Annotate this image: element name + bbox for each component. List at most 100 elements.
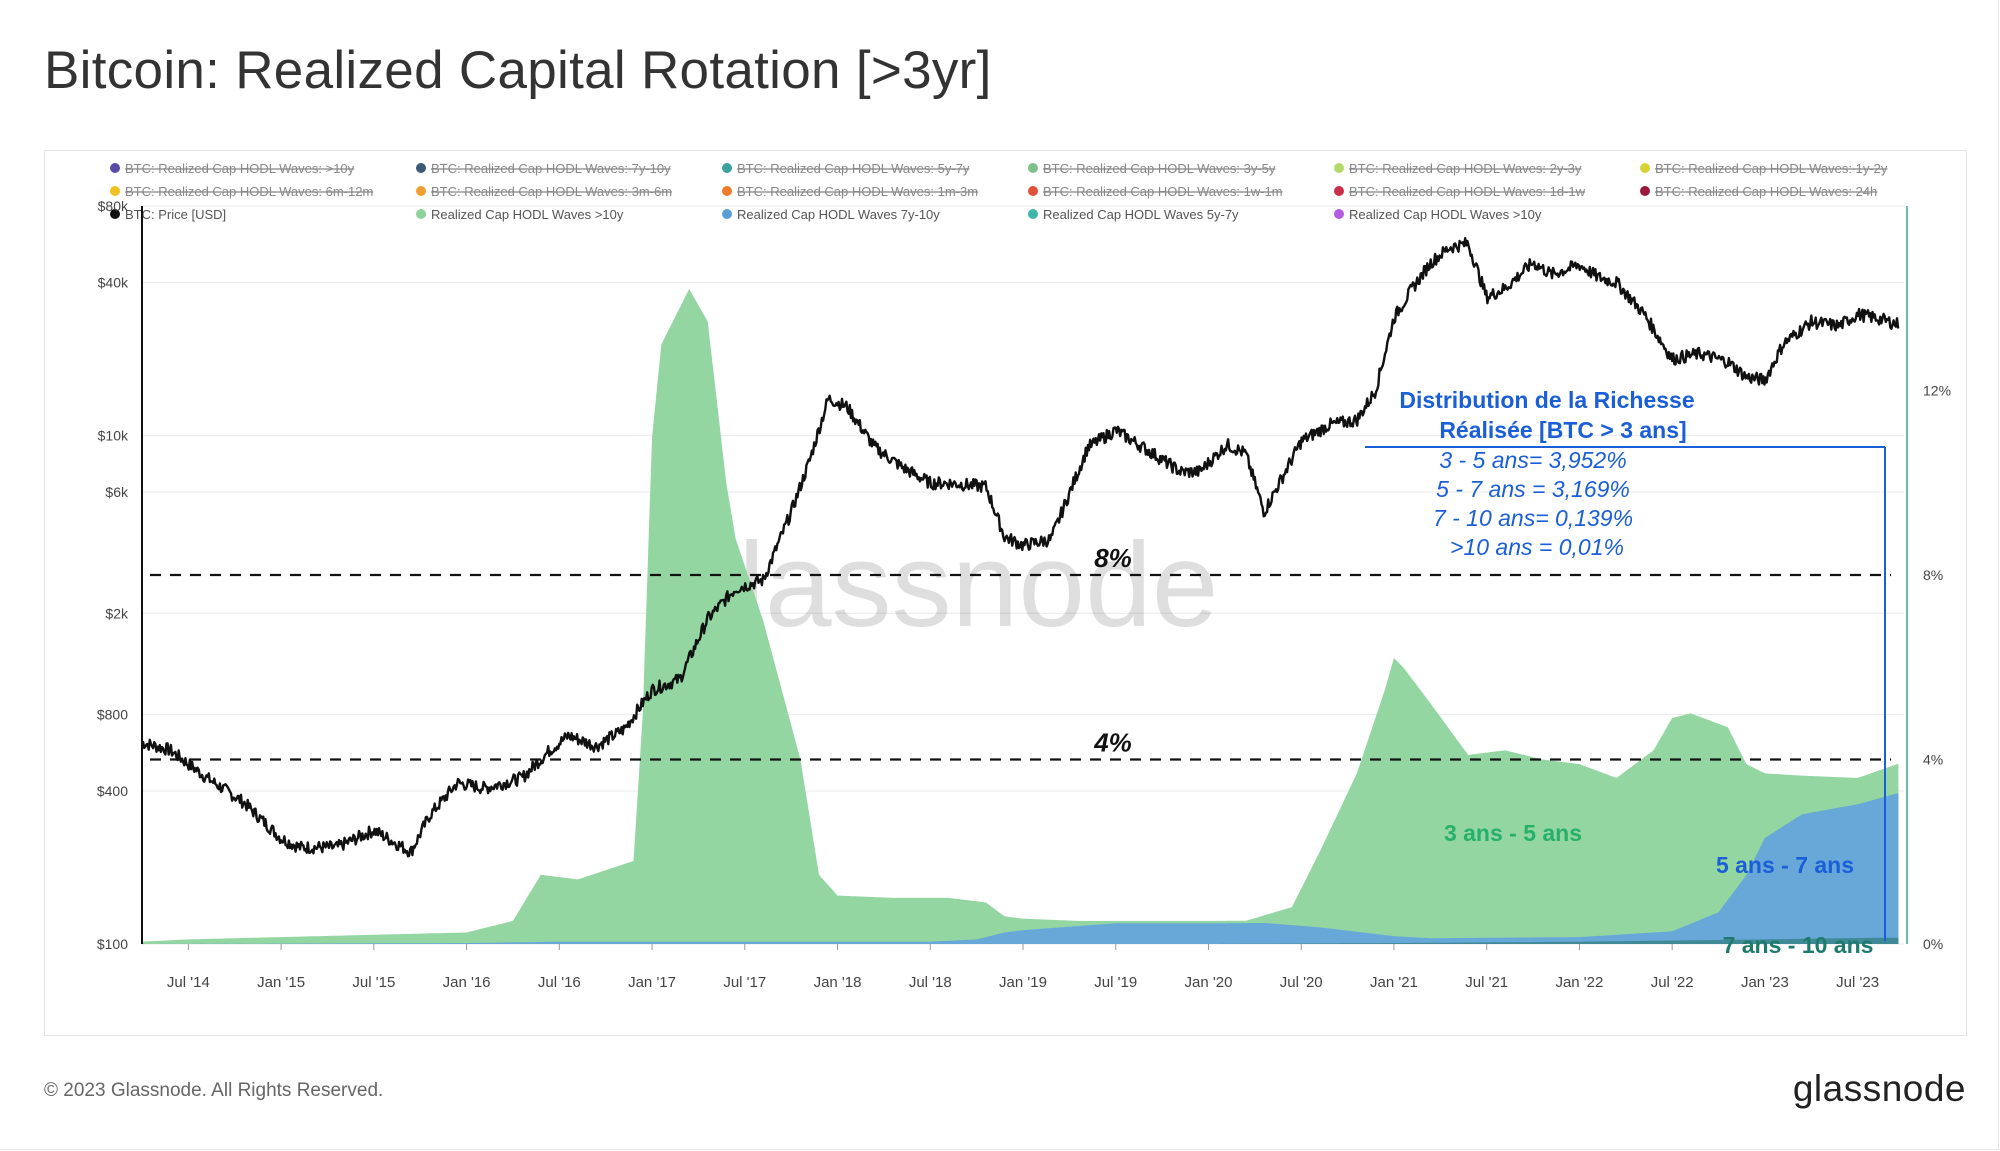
x-tick-label: Jul '15 <box>352 974 395 991</box>
legend-swatch <box>1334 209 1344 219</box>
chart-frame: BTC: Realized Cap HODL Waves: >10y BTC: R… <box>44 150 1967 1036</box>
legend-swatch <box>1028 163 1038 173</box>
left-tick-label: $6k <box>105 484 129 500</box>
legend-label: BTC: Realized Cap HODL Waves: 6m-12m <box>125 184 373 199</box>
x-tick-label: Jul '18 <box>909 974 952 991</box>
left-tick-label: $40k <box>98 275 129 291</box>
legend-item[interactable]: BTC: Realized Cap HODL Waves: 1d-1w <box>1334 184 1586 199</box>
legend-item[interactable]: BTC: Realized Cap HODL Waves: 1y-2y <box>1640 161 1888 176</box>
legend-swatch <box>416 186 426 196</box>
annotation-title-line2: Réalisée [BTC > 3 ans] <box>1439 417 1686 443</box>
footer-brand-logo: glassnode <box>1792 1068 1966 1109</box>
area-7y-10y <box>142 937 1899 944</box>
legend-label: Realized Cap HODL Waves >10y <box>431 207 624 222</box>
x-tick-label: Jan '16 <box>443 974 491 991</box>
legend-item[interactable]: BTC: Realized Cap HODL Waves: 5y-7y <box>722 161 970 176</box>
legend-swatch <box>110 209 120 219</box>
legend-swatch <box>1028 209 1038 219</box>
legend-item[interactable]: BTC: Realized Cap HODL Waves: 1w-1m <box>1028 184 1283 199</box>
chart: BTC: Realized Cap HODL Waves: >10y BTC: R… <box>97 161 1951 991</box>
ref-line-label: 8% <box>1094 543 1132 573</box>
x-tick-label: Jan '17 <box>628 974 676 991</box>
legend-item[interactable]: Realized Cap HODL Waves >10y <box>416 207 624 222</box>
legend: BTC: Realized Cap HODL Waves: >10y BTC: R… <box>110 161 1888 222</box>
legend-label: BTC: Realized Cap HODL Waves: >10y <box>125 161 355 176</box>
page-title: Bitcoin: Realized Capital Rotation [>3yr… <box>44 41 992 100</box>
x-tick-label: Jul '23 <box>1836 974 1879 991</box>
legend-swatch <box>110 186 120 196</box>
left-tick-label: $80k <box>98 198 129 214</box>
legend-swatch <box>1640 186 1650 196</box>
annotation-line: 5 - 7 ans = 3,169% <box>1436 476 1630 502</box>
x-tick-label: Jan '20 <box>1185 974 1233 991</box>
legend-label: Realized Cap HODL Waves >10y <box>1349 207 1542 222</box>
legend-swatch <box>416 209 426 219</box>
ref-line-label: 4% <box>1093 728 1132 758</box>
area-3y-5y <box>142 289 1899 944</box>
legend-label: BTC: Realized Cap HODL Waves: 24h <box>1655 184 1877 199</box>
area-labels: 3 ans - 5 ans 5 ans - 7 ans 7 ans - 10 ans <box>1444 820 1873 958</box>
legend-label: BTC: Realized Cap HODL Waves: 1d-1w <box>1349 184 1586 199</box>
x-tick-label: Jul '22 <box>1651 974 1694 991</box>
x-tick-label: Jan '18 <box>814 974 862 991</box>
legend-label: BTC: Realized Cap HODL Waves: 1w-1m <box>1043 184 1283 199</box>
legend-item[interactable]: Realized Cap HODL Waves >10y <box>1334 207 1542 222</box>
legend-item[interactable]: Realized Cap HODL Waves 7y-10y <box>722 207 940 222</box>
x-tick-label: Jan '22 <box>1555 974 1603 991</box>
price-series <box>141 237 1900 858</box>
x-tick-label: Jul '14 <box>167 974 210 991</box>
legend-label: BTC: Realized Cap HODL Waves: 1m-3m <box>737 184 978 199</box>
area-label: 7 ans - 10 ans <box>1723 932 1874 958</box>
legend-swatch <box>722 163 732 173</box>
legend-label: BTC: Price [USD] <box>125 207 226 222</box>
x-tick-label: Jul '19 <box>1094 974 1137 991</box>
areas <box>142 289 1899 944</box>
legend-item[interactable]: BTC: Realized Cap HODL Waves: 1m-3m <box>722 184 978 199</box>
axes: $80k $40k $10k $6k $2k $800 $400 $100 12% 8% 4% 0% J… <box>97 198 1951 991</box>
left-tick-label: $2k <box>105 605 129 621</box>
legend-item[interactable]: BTC: Realized Cap HODL Waves: >10y <box>110 161 355 176</box>
legend-label: BTC: Realized Cap HODL Waves: 7y-10y <box>431 161 671 176</box>
annotation-line: 3 - 5 ans= 3,952% <box>1439 447 1626 473</box>
legend-item[interactable]: BTC: Realized Cap HODL Waves: 3m-6m <box>416 184 672 199</box>
x-tick-label: Jul '21 <box>1465 974 1508 991</box>
x-tick-label: Jul '20 <box>1280 974 1323 991</box>
legend-swatch <box>1334 186 1344 196</box>
left-tick-label: $400 <box>97 783 128 799</box>
legend-swatch <box>416 163 426 173</box>
area-label: 3 ans - 5 ans <box>1444 820 1582 846</box>
legend-label: BTC: Realized Cap HODL Waves: 1y-2y <box>1655 161 1888 176</box>
legend-item[interactable]: BTC: Realized Cap HODL Waves: 3y-5y <box>1028 161 1276 176</box>
legend-item[interactable]: Realized Cap HODL Waves 5y-7y <box>1028 207 1239 222</box>
reference-lines: 8% 4% <box>150 543 1891 761</box>
legend-label: Realized Cap HODL Waves 7y-10y <box>737 207 940 222</box>
legend-label: BTC: Realized Cap HODL Waves: 2y-3y <box>1349 161 1582 176</box>
legend-item[interactable]: BTC: Price [USD] <box>110 207 226 222</box>
legend-label: BTC: Realized Cap HODL Waves: 5y-7y <box>737 161 970 176</box>
price-line <box>141 237 1900 858</box>
legend-item[interactable]: BTC: Realized Cap HODL Waves: 7y-10y <box>416 161 671 176</box>
x-tick-label: Jul '17 <box>723 974 766 991</box>
right-tick-label: 4% <box>1923 752 1943 768</box>
annotation: Distribution de la Richesse Réalisée [BTC… <box>1365 387 1886 941</box>
legend-label: Realized Cap HODL Waves 5y-7y <box>1043 207 1239 222</box>
legend-swatch <box>1640 163 1650 173</box>
legend-swatch <box>1028 186 1038 196</box>
annotation-line: >10 ans = 0,01% <box>1450 534 1624 560</box>
legend-label: BTC: Realized Cap HODL Waves: 3m-6m <box>431 184 672 199</box>
left-tick-label: $10k <box>98 428 129 444</box>
legend-item[interactable]: BTC: Realized Cap HODL Waves: 24h <box>1640 184 1877 199</box>
legend-item[interactable]: BTC: Realized Cap HODL Waves: 2y-3y <box>1334 161 1582 176</box>
legend-label: BTC: Realized Cap HODL Waves: 3y-5y <box>1043 161 1276 176</box>
legend-item[interactable]: BTC: Realized Cap HODL Waves: 6m-12m <box>110 184 373 199</box>
annotation-title-line1: Distribution de la Richesse <box>1399 387 1694 413</box>
right-tick-label: 8% <box>1923 567 1943 583</box>
x-tick-label: Jan '23 <box>1741 974 1789 991</box>
right-tick-label: 12% <box>1923 383 1951 399</box>
left-tick-label: $100 <box>97 936 128 952</box>
legend-swatch <box>1334 163 1344 173</box>
x-tick-label: Jan '15 <box>257 974 305 991</box>
x-tick-label: Jul '16 <box>538 974 581 991</box>
annotation-line: 7 - 10 ans= 0,139% <box>1433 505 1633 531</box>
